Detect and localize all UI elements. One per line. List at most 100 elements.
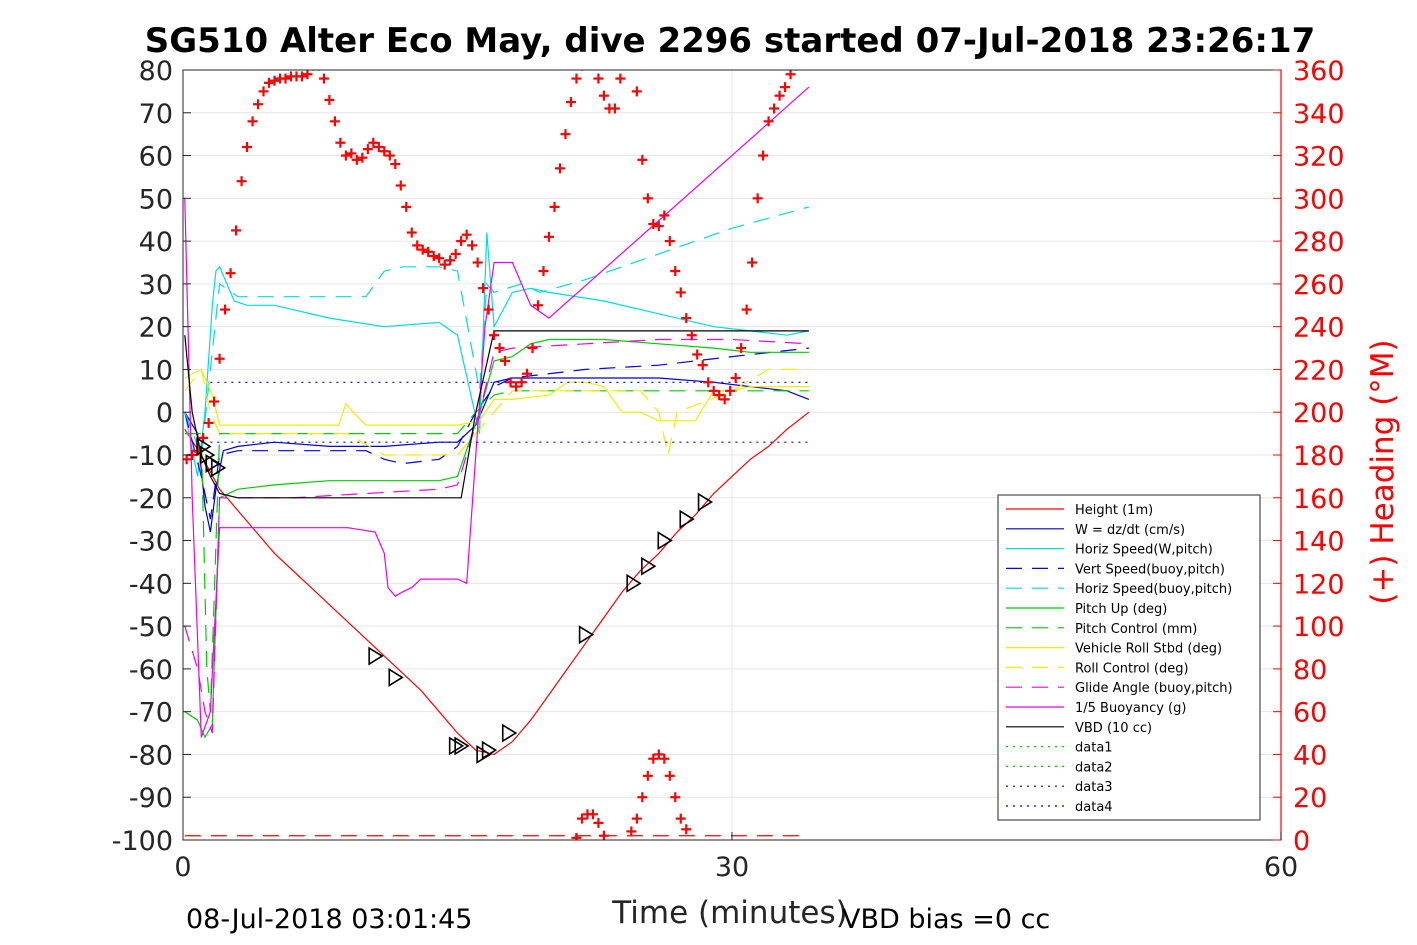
heading-point [379, 146, 390, 157]
heading-point [637, 154, 648, 165]
triangle-marker [448, 736, 465, 756]
heading-point [225, 268, 236, 279]
y-tick-label: 50 [139, 184, 173, 215]
heading-point [659, 753, 670, 764]
heading-point [598, 830, 609, 840]
y2-tick-label: 260 [1293, 270, 1345, 301]
heading-point [752, 193, 763, 204]
heading-point [642, 770, 653, 781]
heading-point [681, 824, 692, 835]
triangle-marker [388, 668, 404, 687]
heading-point [456, 236, 467, 247]
y2-tick-label: 220 [1293, 355, 1345, 386]
legend-label: Height (1m) [1075, 503, 1153, 518]
heading-point [664, 236, 675, 247]
legend-label: Horiz Speed(W,pitch) [1075, 543, 1213, 558]
heading-point [527, 343, 538, 354]
y2-tick-label: 100 [1293, 612, 1345, 643]
heading-point [417, 244, 428, 255]
legend-label: Horiz Speed(buoy,pitch) [1075, 582, 1232, 597]
heading-point [675, 287, 686, 298]
legend-label: data1 [1075, 741, 1113, 756]
y-tick-label: 70 [139, 99, 173, 130]
y2-tick-label: 180 [1293, 441, 1345, 472]
heading-point [280, 73, 291, 84]
y-tick-label: 0 [156, 398, 173, 429]
y-tick-label: -80 [129, 740, 173, 771]
heading-point [670, 792, 681, 803]
series-line-9 [184, 338, 809, 734]
y-tick-label: -90 [129, 783, 173, 814]
y-tick-label: -60 [129, 655, 173, 686]
legend-label: Vehicle Roll Stbd (deg) [1075, 642, 1222, 657]
heading-point [681, 313, 692, 324]
heading-point [609, 103, 620, 114]
y-tick-label: -70 [129, 698, 173, 729]
y-tick-label: -40 [129, 569, 173, 600]
triangle-marker [697, 492, 714, 512]
triangle-marker [626, 573, 642, 593]
heading-point [494, 343, 505, 354]
heading-point [258, 86, 269, 97]
triangle-marker [196, 437, 212, 456]
heading-point [351, 154, 362, 165]
heading-point [461, 229, 472, 240]
heading-point [231, 225, 242, 236]
series-line-6 [184, 390, 809, 712]
heading-point [384, 150, 395, 161]
y2-tick-label: 360 [1293, 56, 1345, 87]
heading-point [554, 163, 565, 174]
y2-tick-label: 280 [1293, 227, 1345, 258]
heading-point [615, 73, 626, 84]
heading-point [296, 71, 307, 82]
heading-point [587, 809, 598, 820]
heading-point [785, 70, 796, 80]
heading-markers [183, 70, 798, 840]
heading-point [472, 257, 483, 268]
series-line-2 [184, 232, 810, 477]
y-tick-label: 40 [139, 227, 173, 258]
heading-point [736, 343, 747, 354]
heading-point [335, 137, 346, 148]
series-line-3 [184, 347, 809, 520]
heading-point [664, 770, 675, 781]
heading-point [708, 385, 719, 396]
triangle-marker [501, 723, 518, 743]
triangle-marker [679, 509, 695, 529]
series-line-7 [184, 368, 809, 426]
heading-point [794, 70, 798, 71]
legend-label: data4 [1075, 800, 1113, 815]
legend-label: Roll Control (deg) [1075, 661, 1189, 676]
y2-tick-label: 300 [1293, 184, 1345, 215]
heading-point [725, 385, 736, 396]
legend: Height (1m) W = dz/dt (cm/s) Horiz Speed(W… [997, 494, 1261, 821]
heading-point [593, 817, 604, 828]
heading-point [763, 116, 774, 127]
x-tick-label: 60 [1264, 852, 1298, 883]
y-axis-right-label: (+) Heading (°M) [1365, 339, 1401, 604]
triangle-markers [196, 437, 714, 764]
triangle-marker [210, 458, 227, 478]
heading-point [439, 259, 450, 270]
heading-point [242, 142, 253, 152]
heading-point [774, 90, 785, 101]
triangle-marker [657, 531, 673, 550]
heading-point [780, 82, 791, 93]
heading-point [533, 300, 544, 311]
heading-point [522, 368, 533, 379]
y2-tick-label: 160 [1293, 484, 1345, 515]
y2-tick-label: 120 [1293, 569, 1345, 600]
heading-point [593, 73, 604, 84]
heading-point [401, 201, 412, 212]
heading-point [329, 116, 340, 127]
heading-point [511, 381, 522, 392]
legend-label: Pitch Up (deg) [1075, 602, 1167, 617]
heading-point [395, 180, 406, 191]
heading-point [571, 73, 582, 84]
heading-point [467, 240, 478, 251]
y-axis-left-ticks: 80 70 60 50 40 30 20 10 0 -10 -20 -30 -40 -50 -60 -70 -8… [112, 56, 191, 857]
heading-point [214, 353, 225, 364]
series-line-11 [184, 330, 809, 499]
heading-point [247, 116, 258, 127]
heading-point [637, 792, 648, 803]
